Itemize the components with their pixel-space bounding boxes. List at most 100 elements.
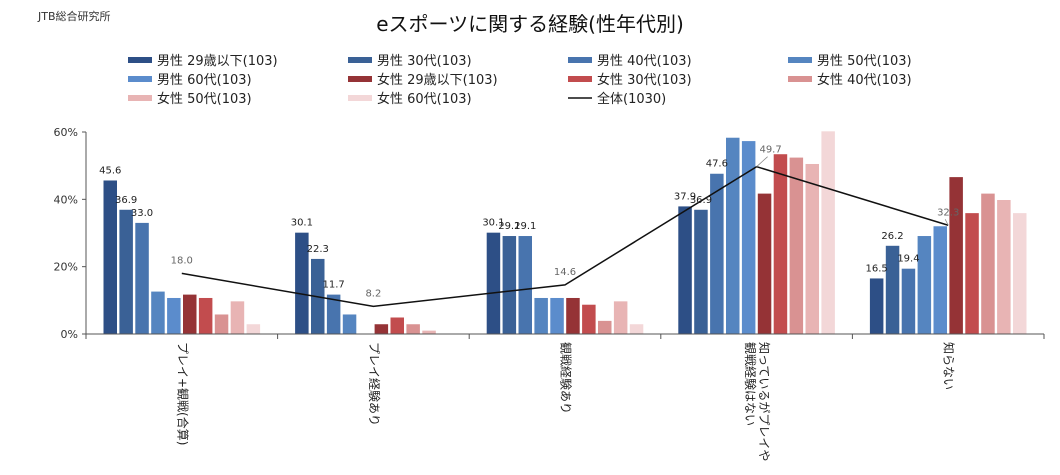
legend-swatch [788,57,812,63]
bar [422,330,436,334]
legend-label: 男性 60代(103) [157,73,252,88]
legend-label: 女性 29歳以下(103) [377,72,498,88]
bar [183,294,197,334]
legend-label: 全体(1030) [597,91,666,107]
data-label: 36.9 [115,195,137,206]
bar [598,320,612,334]
legend-swatch [128,95,152,101]
total-line-label: 49.7 [759,145,781,156]
data-label: 47.6 [706,159,728,170]
bar [550,297,564,334]
bar [917,236,932,334]
data-label: 36.9 [690,195,712,206]
bar [486,232,501,334]
y-tick-label: 20% [54,261,78,274]
bar [629,324,644,334]
total-line [181,156,949,308]
bar [933,226,947,334]
bar [805,163,819,334]
category-label: プレイ経験あり [367,342,382,426]
bar [710,173,724,334]
category-label-line: プレイ+観戦(合算) [175,342,190,445]
bar [518,236,532,334]
bar [502,236,517,334]
total-line-label: 32.3 [937,207,959,218]
bar [230,301,245,334]
bar [390,317,404,334]
bar [885,245,900,334]
bar [214,314,229,334]
legend-swatch [788,76,812,82]
total-line-label: 18.0 [171,255,193,266]
bar [374,324,389,334]
bar [295,232,309,334]
category-label-line: 観戦経験あり [559,342,574,414]
y-tick-label: 0% [61,328,78,341]
bar [821,131,835,334]
bar [757,193,772,334]
bar [103,180,117,334]
y-tick-label: 60% [54,126,78,139]
bar [1013,213,1027,334]
total-label-leader [944,219,949,226]
data-label: 26.2 [881,231,903,242]
total-line-path [181,165,949,308]
category-label-line: プレイ経験あり [367,342,382,426]
y-tick-label: 40% [54,193,78,206]
category-label: 観戦経験あり [559,342,574,414]
bar [981,193,995,334]
bar [151,291,165,334]
legend-swatch [348,57,372,63]
bar [167,297,181,334]
bar [949,177,963,334]
bar [869,278,884,334]
category-label: 知らない [942,342,956,390]
bar [694,209,708,334]
legend-label: 男性 30代(103) [377,54,472,69]
data-label: 22.3 [307,244,329,255]
total-label-leader [756,156,768,167]
legend-swatch [348,76,372,82]
data-label: 29.1 [514,221,536,232]
category-label: プレイ+観戦(合算) [175,342,190,445]
bar [613,301,628,334]
bar [678,206,692,334]
organization-label: JTB総合研究所 [38,10,111,23]
data-label: 33.0 [131,208,153,219]
bar [901,268,916,334]
legend-swatch [568,76,592,82]
data-label: 30.1 [291,218,313,229]
data-labels: 45.636.933.030.122.311.730.129.129.137.9… [99,145,959,300]
bar [342,314,357,334]
bar [789,157,804,334]
bars [103,131,1027,334]
data-label: 30.1 [482,218,504,229]
bar [119,209,133,334]
legend-label: 女性 50代(103) [157,91,252,107]
legend-label: 女性 60代(103) [377,91,472,107]
bar [997,200,1011,334]
chart-title: eスポーツに関する経験(性年代別) [376,12,684,36]
bar [582,304,596,334]
y-axis: 0% 20% 40% 60% [54,126,87,341]
bar [773,154,788,334]
legend-label: 女性 30代(103) [597,72,692,88]
bar [534,297,548,334]
data-label: 45.6 [99,165,121,176]
bar [246,324,261,334]
bar [326,294,341,334]
data-label: 11.7 [323,280,345,291]
category-label-line: 観戦経験はない [743,342,758,426]
legend-swatch [568,57,592,63]
legend-swatch [128,76,152,82]
data-label: 37.9 [674,191,696,202]
bar [741,141,756,334]
data-label: 16.5 [866,263,888,274]
bar [566,297,580,334]
total-line-label: 14.6 [554,267,576,278]
category-label-line: 知っているがプレイや [757,342,772,461]
data-label: 19.4 [897,254,919,265]
data-label: 29.1 [498,221,520,232]
